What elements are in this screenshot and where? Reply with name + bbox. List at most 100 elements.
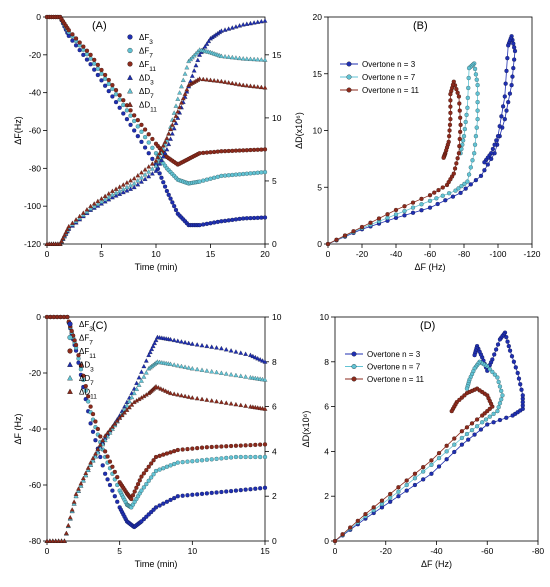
data-point — [63, 229, 69, 235]
data-point — [139, 378, 144, 383]
data-point — [112, 469, 117, 475]
data-point — [478, 173, 484, 178]
data-point — [149, 161, 155, 166]
x-tick-label: -80 — [532, 546, 545, 556]
data-point — [88, 62, 93, 67]
data-point — [204, 457, 209, 462]
data-point — [248, 216, 253, 221]
data-point — [134, 380, 139, 385]
data-point — [81, 373, 86, 378]
data-point — [251, 83, 257, 89]
data-point — [102, 199, 108, 204]
data-point — [505, 56, 510, 61]
data-point — [90, 411, 96, 417]
data-point — [464, 112, 469, 117]
data-point — [164, 147, 170, 152]
data-point — [171, 110, 177, 115]
x-axis-label: ΔF (Hz) — [421, 559, 452, 569]
data-point — [475, 417, 480, 422]
data-point — [139, 474, 144, 479]
y-tick-label: 10 — [313, 126, 323, 136]
legend-label: Overtone n = 3 — [367, 350, 421, 359]
series-overtone-n-7 — [332, 359, 505, 544]
data-point — [160, 143, 166, 148]
y-tick-label: -80 — [29, 163, 42, 173]
data-point — [157, 453, 162, 458]
data-point — [204, 368, 210, 373]
data-point — [494, 347, 499, 352]
x-tick-label: 5 — [117, 546, 122, 556]
data-point — [194, 395, 200, 401]
data-point — [189, 395, 195, 400]
y-tick-label: 2 — [324, 491, 329, 501]
data-point — [144, 467, 149, 473]
data-point — [404, 482, 409, 488]
data-point — [88, 52, 93, 57]
data-point — [180, 460, 185, 465]
data-point — [135, 481, 141, 487]
data-point — [180, 447, 185, 452]
series-line — [334, 331, 524, 542]
data-point — [110, 424, 115, 429]
data-point — [128, 178, 133, 183]
data-point — [475, 108, 480, 113]
data-point — [472, 352, 477, 358]
data-point — [412, 471, 418, 476]
data-point — [393, 212, 399, 217]
data-point — [117, 415, 123, 420]
data-point — [491, 411, 496, 416]
data-point — [258, 84, 264, 90]
series--d11 — [44, 384, 268, 543]
data-point — [448, 104, 453, 109]
data-point — [222, 27, 228, 32]
data-point — [452, 436, 457, 441]
y2-tick-label: 5 — [272, 176, 277, 186]
data-point — [259, 170, 264, 175]
data-point — [518, 382, 523, 387]
data-point — [168, 196, 173, 201]
data-point — [497, 124, 502, 129]
data-point — [172, 204, 177, 209]
data-point — [237, 82, 242, 87]
legend-marker — [351, 376, 357, 382]
data-point — [215, 78, 221, 83]
data-point — [152, 340, 157, 345]
data-point — [228, 372, 234, 377]
data-point — [224, 489, 229, 494]
legend-label: Overtone n = 7 — [362, 73, 416, 82]
data-point — [157, 161, 163, 166]
data-point — [99, 78, 104, 83]
data-point — [255, 170, 260, 175]
data-point — [85, 467, 91, 472]
legend-label: ΔF3 — [79, 320, 93, 333]
data-point — [76, 360, 81, 365]
data-point — [90, 458, 96, 463]
data-point — [98, 454, 103, 460]
data-point — [98, 434, 103, 439]
data-point — [180, 95, 186, 101]
data-point — [252, 147, 257, 152]
data-point — [219, 149, 224, 154]
data-point — [237, 216, 242, 222]
y-tick-label: 0 — [36, 12, 41, 22]
data-point — [456, 186, 461, 191]
data-point — [224, 444, 229, 449]
data-point — [153, 163, 159, 168]
data-point — [466, 85, 471, 91]
y-tick-label: 0 — [317, 239, 322, 249]
data-point — [222, 54, 228, 59]
data-point — [99, 71, 104, 76]
data-point — [70, 32, 75, 37]
data-point — [142, 167, 148, 172]
legend-marker — [127, 88, 133, 94]
data-point — [182, 91, 188, 96]
data-point — [244, 171, 249, 176]
data-point — [182, 339, 188, 345]
data-point — [84, 209, 90, 214]
data-point — [102, 433, 108, 438]
data-point — [144, 481, 149, 487]
data-point — [472, 151, 477, 156]
data-point — [485, 162, 490, 167]
data-point — [177, 90, 182, 95]
data-point — [421, 469, 426, 474]
